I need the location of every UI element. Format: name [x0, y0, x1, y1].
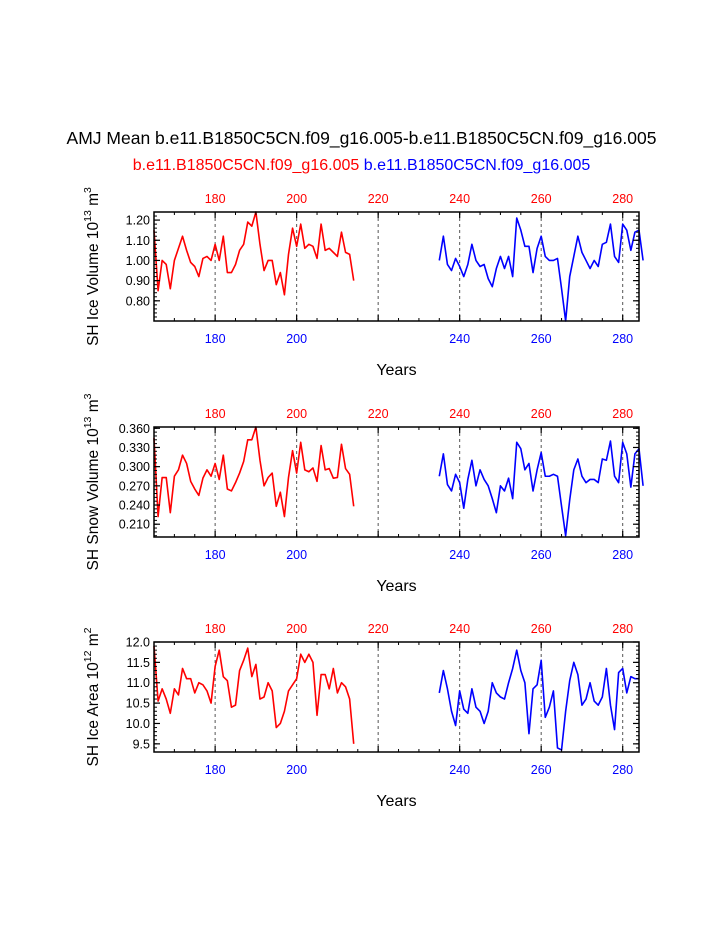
y-axis-title-unit-exponent: 3 — [82, 393, 94, 399]
y-axis-title: SH Snow Volume 1013 m3 — [82, 393, 102, 570]
y-tick-label: 1.00 — [126, 254, 150, 268]
y-tick-label: 0.210 — [119, 518, 150, 532]
y-tick-label: 0.90 — [126, 274, 150, 288]
y-axis-title-unit: m — [85, 193, 102, 210]
chart-title: AMJ Mean b.e11.B1850C5CN.f09_g16.005-b.e… — [66, 128, 657, 148]
y-tick-label: 1.10 — [126, 234, 150, 248]
x-tick-label-top: 260 — [531, 407, 552, 421]
x-tick-label-top: 180 — [205, 192, 226, 206]
y-tick-label: 0.330 — [119, 441, 150, 455]
x-tick-label-top: 180 — [205, 622, 226, 636]
case-labels: b.e11.B1850C5CN.f09_g16.005 b.e11.B1850C… — [0, 157, 723, 175]
series-line-case2 — [438, 440, 644, 537]
y-tick-label: 0.300 — [119, 460, 150, 474]
x-tick-label-bottom: 260 — [531, 763, 552, 777]
case2-label: b.e11.B1850C5CN.f09_g16.005 — [363, 157, 591, 174]
chart-panel-2: 0.210 0.240 0.270 0.300 0.330 0.360 180 200 240 2… — [82, 393, 644, 595]
y-axis-title-unit-exponent: 3 — [82, 187, 94, 193]
x-tick-label-bottom: 200 — [286, 763, 307, 777]
series-line-case1 — [153, 211, 355, 296]
y-tick-label: 0.80 — [126, 294, 150, 308]
x-tick-label-top: 280 — [612, 192, 633, 206]
x-axis-title: Years — [376, 362, 416, 379]
y-axis-title-exponent: 12 — [82, 650, 94, 662]
series-line-case1 — [153, 426, 355, 518]
y-tick-label: 0.240 — [119, 499, 150, 513]
x-tick-label-bottom: 280 — [612, 548, 633, 562]
x-axis-title: Years — [376, 578, 416, 595]
x-tick-label-bottom: 280 — [612, 763, 633, 777]
y-tick-label: 10.0 — [126, 717, 150, 731]
x-tick-label-top: 280 — [612, 622, 633, 636]
x-tick-label-top: 260 — [531, 192, 552, 206]
x-tick-label-top: 220 — [368, 622, 389, 636]
x-tick-label-bottom: 240 — [449, 548, 470, 562]
y-tick-label: 0.270 — [119, 479, 150, 493]
y-tick-label: 11.0 — [127, 676, 150, 690]
y-tick-label: 0.360 — [119, 422, 150, 436]
x-tick-label-top: 240 — [449, 622, 470, 636]
x-tick-label-top: 180 — [205, 407, 226, 421]
y-axis-title-exponent: 13 — [82, 416, 94, 428]
x-tick-label-bottom: 260 — [531, 548, 552, 562]
y-axis-title-unit-exponent: 2 — [82, 627, 94, 633]
case1-label: b.e11.B1850C5CN.f09_g16.005 — [132, 157, 360, 174]
x-tick-label-bottom: 180 — [205, 763, 226, 777]
x-tick-label-bottom: 240 — [449, 332, 470, 346]
x-tick-label-top: 260 — [531, 622, 552, 636]
y-tick-label: 12.0 — [126, 636, 150, 650]
x-tick-label-bottom: 200 — [286, 548, 307, 562]
y-axis-title-unit: m — [85, 633, 102, 650]
x-tick-label-top: 280 — [612, 407, 633, 421]
y-axis-title-exponent: 13 — [82, 210, 94, 222]
y-axis-title-base: SH Ice Area 10 — [85, 662, 102, 767]
series-line-case2 — [438, 649, 639, 751]
x-tick-label-bottom: 280 — [612, 332, 633, 346]
y-tick-label: 1.20 — [126, 214, 150, 228]
y-tick-label: 10.5 — [126, 697, 150, 711]
x-tick-label-top: 200 — [286, 192, 307, 206]
chart-panel-3: 9.5 10.0 10.5 11.0 11.5 12.0 180 200 240 260 280 18… — [82, 622, 640, 810]
x-tick-label-bottom: 180 — [205, 332, 226, 346]
x-tick-label-bottom: 260 — [531, 332, 552, 346]
series-line-case2 — [438, 217, 644, 322]
x-tick-label-bottom: 240 — [449, 763, 470, 777]
plot-frame — [153, 211, 640, 322]
x-tick-label-top: 200 — [286, 407, 307, 421]
y-axis-title-base: SH Ice Volume 10 — [85, 221, 102, 345]
y-axis-title-unit: m — [85, 399, 102, 416]
y-tick-label: 11.5 — [127, 656, 150, 670]
x-tick-label-top: 200 — [286, 622, 307, 636]
y-axis-title: SH Ice Area 1012 m2 — [82, 627, 102, 766]
x-tick-label-top: 240 — [449, 192, 470, 206]
x-tick-label-top: 220 — [368, 192, 389, 206]
y-tick-label: 9.5 — [133, 737, 150, 751]
x-tick-label-bottom: 200 — [286, 332, 307, 346]
y-axis-title-base: SH Snow Volume 10 — [85, 428, 102, 571]
y-axis-title: SH Ice Volume 1013 m3 — [82, 187, 102, 346]
series-line-case1 — [153, 646, 355, 744]
plot-frame — [153, 641, 640, 753]
x-axis-title: Years — [376, 793, 416, 810]
x-tick-label-bottom: 180 — [205, 548, 226, 562]
x-tick-label-top: 220 — [368, 407, 389, 421]
chart-panel-1: 0.80 0.90 1.00 1.10 1.20 180 200 240 260 280 180 20… — [82, 187, 644, 379]
x-tick-label-top: 240 — [449, 407, 470, 421]
